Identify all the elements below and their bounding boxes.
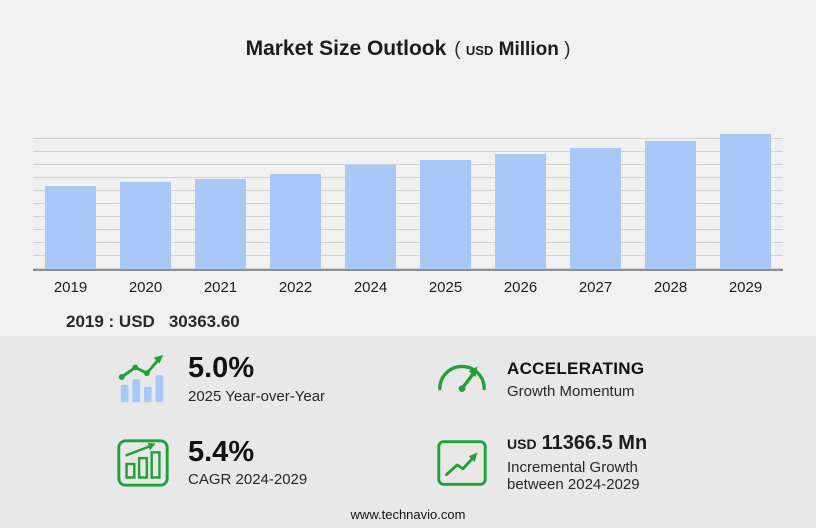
stat-incremental-text: USD 11366.5 Mn Incremental Growth between…	[507, 432, 697, 493]
bars-row	[33, 126, 783, 269]
plot-area	[33, 126, 783, 271]
x-axis-label: 2021	[203, 279, 238, 296]
unit-scale: Million	[498, 39, 559, 60]
bar-2027	[570, 147, 621, 269]
base-year-value: 2019 : USD 30363.60	[66, 312, 816, 332]
stat-yoy: 5.0% 2025 Year-over-Year	[114, 350, 409, 408]
stat-momentum-text: ACCELERATING Growth Momentum	[507, 359, 644, 400]
stat-yoy-text: 5.0% 2025 Year-over-Year	[188, 352, 326, 405]
unit-currency: USD	[465, 43, 494, 58]
stat-incremental: USD 11366.5 Mn Incremental Growth between…	[433, 432, 728, 493]
chart-title: Market Size Outlook ( USD Million )	[0, 0, 816, 64]
bar-2025	[420, 159, 471, 269]
bar-cell	[33, 126, 108, 269]
bar-2022	[270, 173, 321, 269]
bar-cell	[333, 126, 408, 269]
footer-url: www.technavio.com	[350, 507, 466, 522]
incremental-value: USD 11366.5 Mn	[507, 432, 697, 455]
x-axis-label: 2022	[278, 279, 313, 296]
stat-cagr-text: 5.4% CAGR 2024-2029	[188, 435, 308, 489]
cagr-value: 5.4%	[188, 435, 255, 468]
yoy-value: 5.0%	[188, 352, 255, 385]
stat-momentum: ACCELERATING Growth Momentum	[433, 350, 728, 408]
incremental-caption: Incremental Growth between 2024-2029	[507, 459, 640, 493]
bar-2026	[495, 154, 546, 269]
yoy-bar-trend-icon	[118, 354, 164, 403]
x-axis-labels: 2019 2020 2021 2022 2024 2025 2026 2027 2028 2029	[33, 271, 783, 296]
close-paren: )	[564, 39, 571, 60]
incremental-number: 11366.5 Mn	[541, 432, 648, 454]
bar-cell	[108, 126, 183, 269]
x-axis-label: 2029	[728, 279, 763, 296]
cagr-caption: CAGR 2024-2029	[188, 471, 308, 489]
bar-cell	[183, 126, 258, 269]
title-unit: ( USD Million )	[454, 39, 570, 60]
bar-2020	[120, 182, 171, 269]
x-axis-label: 2028	[653, 279, 688, 296]
x-axis-label: 2024	[353, 279, 388, 296]
open-paren: (	[454, 39, 461, 60]
bar-cell	[633, 126, 708, 269]
cagr-chart-icon	[117, 438, 169, 487]
bar-2024	[345, 165, 396, 269]
base-year-number: 30363.60	[168, 312, 240, 331]
yoy-caption: 2025 Year-over-Year	[188, 387, 326, 405]
bar-cell	[708, 126, 783, 269]
bar-2021	[195, 178, 246, 269]
bar-2028	[645, 141, 696, 269]
bar-2029	[720, 133, 771, 269]
stats-grid: 5.0% 2025 Year-over-Year ACCELERATING Gr…	[88, 350, 728, 493]
base-year-label: 2019 : USD	[66, 312, 155, 331]
x-axis-label: 2026	[503, 279, 538, 296]
x-axis-label: 2027	[578, 279, 613, 296]
speedometer-icon	[438, 364, 486, 393]
momentum-value: ACCELERATING	[507, 358, 645, 378]
x-axis-label: 2025	[428, 279, 463, 296]
bar-cell	[408, 126, 483, 269]
incremental-currency: USD	[507, 436, 537, 452]
stats-panel: 5.0% 2025 Year-over-Year ACCELERATING Gr…	[0, 336, 816, 528]
bar-cell	[258, 126, 333, 269]
momentum-caption: Growth Momentum	[507, 382, 635, 400]
x-axis-label: 2020	[128, 279, 163, 296]
bar-cell	[558, 126, 633, 269]
title-main: Market Size Outlook	[245, 37, 447, 60]
bar-chart: 2019 2020 2021 2022 2024 2025 2026 2027 2028 2029	[33, 126, 783, 296]
bar-2019	[45, 185, 96, 269]
stat-cagr: 5.4% CAGR 2024-2029	[114, 432, 409, 493]
bar-cell	[483, 126, 558, 269]
x-axis-label: 2019	[53, 279, 88, 296]
growth-line-icon	[437, 439, 487, 486]
